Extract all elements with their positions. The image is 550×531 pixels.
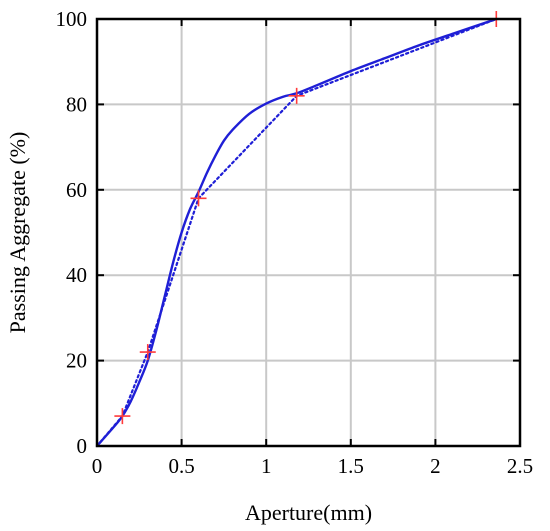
grid <box>96 18 521 447</box>
y-tick-label: 0 <box>77 434 88 458</box>
x-tick-label: 1.5 <box>338 454 364 478</box>
tick-labels: 0 0.5 1 1.5 2 2.5 0 20 40 60 80 100 <box>56 7 534 478</box>
y-tick-label: 60 <box>66 178 87 202</box>
data-marker <box>288 87 305 104</box>
x-tick-label: 0.5 <box>168 454 194 478</box>
solid-series-line <box>96 17 497 447</box>
x-tick-label: 0 <box>92 454 103 478</box>
y-tick-label: 80 <box>66 92 87 116</box>
x-tick-label: 2.5 <box>507 454 533 478</box>
x-tick-label: 2 <box>430 454 441 478</box>
ticks <box>96 18 521 447</box>
y-tick-label: 20 <box>66 349 87 373</box>
y-tick-label: 100 <box>56 7 88 31</box>
y-tick-label: 40 <box>66 263 87 287</box>
y-axis-label: Passing Aggregate (%) <box>5 132 30 334</box>
dotted-series-line <box>95 17 498 448</box>
data-marker <box>190 190 207 207</box>
plot-frame <box>95 17 522 448</box>
x-axis-label: Aperture(mm) <box>245 500 372 525</box>
series-layer <box>95 11 505 448</box>
x-tick-label: 1 <box>261 454 272 478</box>
data-marker <box>139 344 156 361</box>
data-marker <box>114 408 131 425</box>
